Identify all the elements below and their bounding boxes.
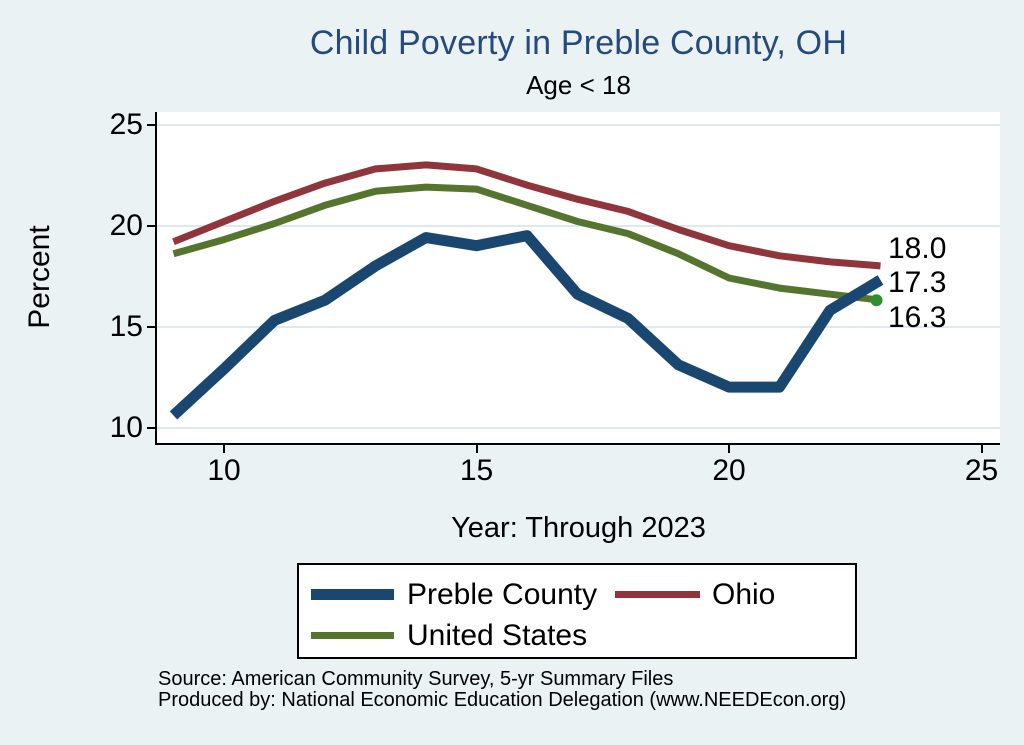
series-line-united-states — [172, 183, 881, 304]
gridline-25 — [157, 123, 1000, 126]
x-axis-line — [155, 443, 1000, 445]
series-line-ohio — [172, 161, 881, 270]
legend: Preble County Ohio United States — [297, 563, 857, 659]
y-tick-label-10: 10 — [109, 410, 143, 444]
footer: Source: American Community Survey, 5-yr … — [158, 669, 998, 711]
x-tick-label-25: 25 — [964, 454, 999, 487]
gridline-10 — [157, 426, 1000, 429]
chart-title: Child Poverty in Preble County, OH — [309, 24, 848, 62]
x-tick-label-10: 10 — [207, 454, 241, 487]
chart-subtitle: Age < 18 — [526, 70, 631, 100]
y-axis-line — [155, 112, 157, 445]
source-note: Source: American Community Survey, 5-yr … — [158, 668, 674, 690]
end-value-label-preble-county: 17.3 — [888, 266, 947, 300]
y-tick-15 — [147, 325, 156, 328]
line-chart-canvas — [169, 161, 884, 420]
produced-by-note: Produced by: National Economic Education… — [158, 689, 847, 711]
y-tick-label-15: 15 — [109, 309, 143, 343]
x-tick-10 — [223, 445, 225, 453]
y-tick-label-25: 25 — [109, 107, 143, 141]
y-tick-label-20: 20 — [109, 208, 143, 242]
y-tick-20 — [147, 224, 156, 227]
x-tick-25 — [980, 445, 983, 453]
plot-area — [157, 112, 1000, 443]
x-tick-label-20: 20 — [712, 454, 746, 487]
legend-swatch-united-states — [311, 632, 394, 639]
legend-swatch-preble-county — [311, 589, 394, 600]
legend-swatch-ohio — [615, 591, 700, 598]
legend-label-preble-county: Preble County — [407, 578, 598, 611]
series-line-preble-county — [169, 230, 884, 420]
end-value-label-united-states: 16.3 — [888, 301, 947, 335]
x-tick-15 — [475, 445, 478, 453]
x-tick-20 — [728, 445, 730, 453]
legend-label-ohio: Ohio — [712, 578, 776, 611]
end-marker-dot — [870, 294, 883, 307]
legend-label-united-states: United States — [407, 619, 588, 652]
y-axis-title: Percent — [23, 225, 56, 329]
x-axis-title: Year: Through 2023 — [451, 512, 706, 544]
x-tick-label-15: 15 — [459, 454, 494, 487]
gridline-15 — [157, 325, 1000, 328]
gridline-20 — [157, 224, 1000, 227]
y-tick-25 — [147, 123, 156, 126]
y-tick-10 — [147, 426, 156, 429]
end-value-label-ohio: 18.0 — [888, 231, 947, 265]
